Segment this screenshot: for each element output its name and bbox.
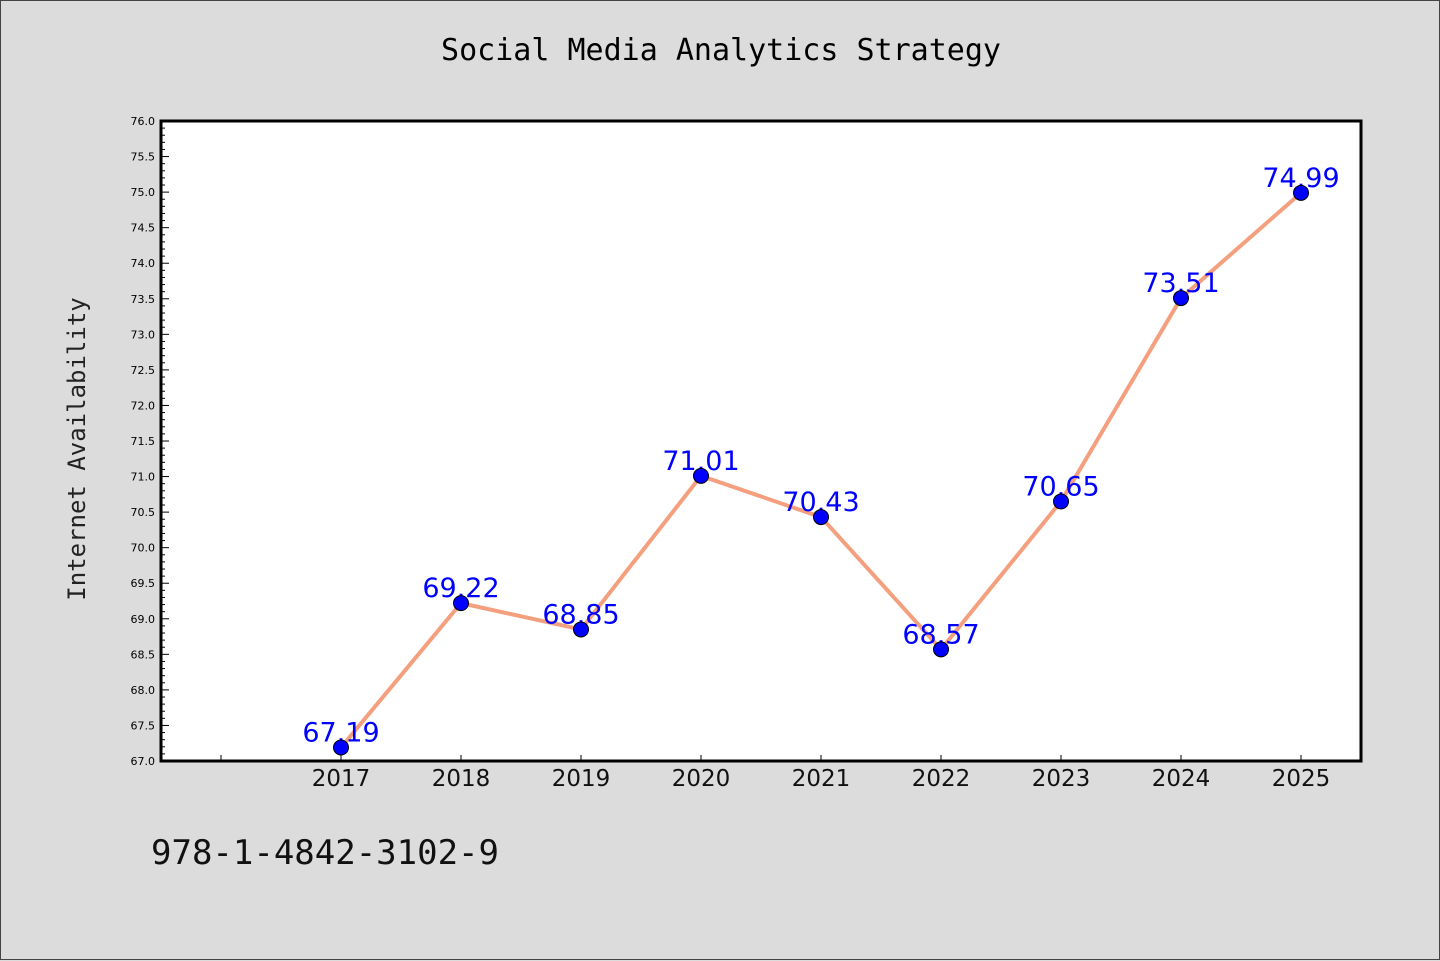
y-tick-label: 68.5 — [131, 648, 156, 661]
x-tick-label: 2020 — [672, 766, 731, 792]
y-tick-label: 69.0 — [131, 613, 156, 626]
y-tick-label: 69.5 — [131, 577, 156, 590]
data-point — [333, 739, 349, 756]
x-axis-ticks: 2017 2018 2019 2020 2021 2022 2023 2024 2025 — [220, 755, 1331, 792]
y-tick-label: 67.0 — [131, 755, 156, 768]
y-tick-label: 73.5 — [131, 293, 156, 306]
y-axis-ticks: 67.0 67.5 68.0 68.5 69.0 69.5 70.0 70.5 71.0 71.5… — [131, 115, 169, 768]
data-point — [933, 641, 949, 658]
data-point — [813, 509, 829, 526]
x-tick-label: 2017 — [312, 766, 371, 792]
data-point — [693, 467, 709, 484]
chart-title: Social Media Analytics Strategy — [441, 33, 1001, 68]
y-tick-label: 68.0 — [131, 684, 156, 697]
x-tick-label: 2024 — [1152, 766, 1211, 792]
y-tick-label: 73.0 — [131, 328, 156, 341]
y-tick-label: 70.5 — [131, 506, 156, 519]
y-tick-label: 70.0 — [131, 542, 156, 555]
y-tick-label: 75.5 — [131, 151, 156, 164]
data-point — [573, 621, 589, 638]
isbn-text: 978-1-4842-3102-9 — [151, 833, 499, 873]
data-point — [453, 595, 469, 612]
x-tick-label: 2022 — [912, 766, 971, 792]
data-point — [1293, 184, 1309, 201]
plot-area — [159, 119, 1363, 763]
y-tick-label: 75.0 — [131, 186, 156, 199]
x-tick-label: 2025 — [1272, 766, 1331, 792]
y-tick-label: 71.0 — [131, 471, 156, 484]
x-tick-label: 2019 — [552, 766, 611, 792]
y-tick-label: 71.5 — [131, 435, 156, 448]
y-tick-label: 72.5 — [131, 364, 156, 377]
data-point — [1053, 493, 1069, 510]
x-tick-label: 2018 — [432, 766, 491, 792]
y-tick-label: 74.0 — [131, 257, 156, 270]
data-points — [333, 184, 1309, 756]
y-tick-label: 74.5 — [131, 222, 156, 235]
x-tick-label: 2023 — [1032, 766, 1091, 792]
x-tick-label: 2021 — [792, 766, 851, 792]
y-tick-label: 76.0 — [131, 115, 156, 128]
y-tick-label: 67.5 — [131, 719, 156, 732]
data-point — [1173, 290, 1189, 307]
y-tick-label: 72.0 — [131, 399, 156, 412]
